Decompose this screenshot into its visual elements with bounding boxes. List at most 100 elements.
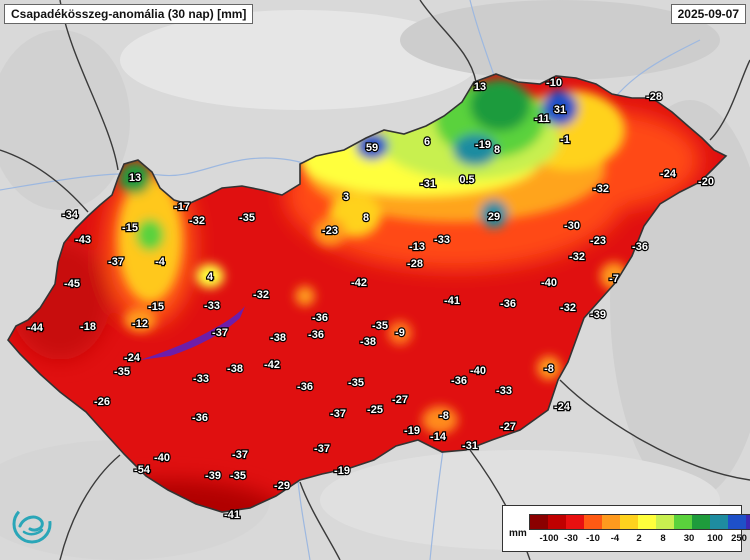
value-label: -12	[132, 318, 148, 330]
value-label: -41	[444, 295, 460, 307]
value-label: -38	[227, 363, 243, 375]
legend-ticks: -100 -30 -10 -4 2 8 30 100 250	[529, 533, 746, 547]
value-label: -28	[407, 258, 423, 270]
legend-swatch	[530, 515, 548, 529]
value-label: -40	[470, 365, 486, 377]
value-label: 13	[474, 81, 486, 93]
value-label: -31	[420, 178, 436, 190]
value-label: -8	[544, 363, 554, 375]
value-label: -35	[230, 470, 246, 482]
value-label: -37	[232, 449, 248, 461]
legend-swatch	[548, 515, 566, 529]
value-label: -45	[64, 278, 80, 290]
value-label: -32	[593, 183, 609, 195]
value-label: -33	[496, 385, 512, 397]
value-label: -33	[193, 373, 209, 385]
value-label: -36	[308, 329, 324, 341]
value-label: -37	[314, 443, 330, 455]
legend-tick-label: 30	[683, 533, 695, 544]
value-label: -42	[351, 277, 367, 289]
value-label: -36	[632, 241, 648, 253]
value-label: 8	[363, 212, 369, 224]
value-label: -28	[646, 91, 662, 103]
legend-swatch	[602, 515, 620, 529]
value-label: -36	[297, 381, 313, 393]
map-date: 2025-09-07	[670, 4, 746, 24]
value-label: -36	[312, 312, 328, 324]
legend-tick-label: 8	[660, 533, 666, 544]
value-label: -37	[108, 256, 124, 268]
value-label: -24	[124, 352, 141, 364]
value-label: -20	[698, 176, 714, 188]
value-label: -9	[395, 327, 405, 339]
value-label: -42	[264, 359, 280, 371]
value-label: -34	[62, 209, 79, 221]
value-label: -27	[500, 421, 516, 433]
value-label: -4	[155, 256, 166, 268]
value-label: -7	[609, 273, 619, 285]
value-label: -36	[451, 375, 467, 387]
value-label: -38	[360, 336, 376, 348]
value-label: -1	[560, 134, 570, 146]
value-label: 31	[554, 104, 566, 116]
map-title: Csapadékösszeg-anomália (30 nap) [mm]	[4, 4, 254, 24]
value-label: -11	[534, 113, 549, 125]
value-label: 3	[343, 191, 349, 203]
value-label: -24	[660, 168, 677, 180]
legend-swatch	[746, 515, 750, 529]
legend-tick-label: -100	[539, 533, 559, 544]
station-values: 13 -17 -34 -15 -32 -35 -43 -37 -4 -45 4 -32 -15 -33 -1…	[26, 76, 715, 522]
value-label: -43	[75, 234, 91, 246]
legend-swatch	[728, 515, 746, 529]
value-label: -32	[253, 289, 269, 301]
value-label: -40	[541, 277, 557, 289]
value-label: -10	[546, 77, 562, 89]
legend-swatch	[620, 515, 638, 529]
value-label: -40	[154, 452, 170, 464]
value-label: -27	[392, 394, 408, 406]
value-label: -39	[205, 470, 221, 482]
legend-unit: mm	[509, 528, 527, 539]
value-label: -15	[122, 222, 138, 234]
legend-swatch	[566, 515, 584, 529]
value-label: -35	[114, 366, 130, 378]
value-label: -31	[462, 440, 478, 452]
value-label: -37	[330, 408, 346, 420]
value-label: -36	[500, 298, 516, 310]
value-label: -36	[192, 412, 208, 424]
value-label: -18	[80, 321, 96, 333]
value-label: -26	[94, 396, 110, 408]
legend-tick-label: 100	[707, 533, 723, 544]
value-label: -15	[148, 301, 164, 313]
value-label: 59	[366, 142, 378, 154]
value-label: -33	[204, 300, 220, 312]
legend-tick-label: -10	[586, 533, 600, 544]
value-label: -37	[212, 327, 228, 339]
value-label: 0.5	[459, 174, 474, 186]
value-label: -35	[372, 320, 388, 332]
value-label: -19	[475, 139, 491, 151]
value-label: 8	[494, 144, 500, 156]
value-label: -19	[334, 465, 350, 477]
value-label: -41	[224, 509, 240, 521]
value-label: -24	[554, 401, 571, 413]
value-label: -32	[569, 251, 585, 263]
legend-swatch	[692, 515, 710, 529]
value-label: -14	[430, 431, 447, 443]
value-label: -39	[590, 309, 606, 321]
legend-tick-label: 2	[636, 533, 642, 544]
legend-swatch	[656, 515, 674, 529]
legend-swatch	[584, 515, 602, 529]
legend-swatch	[710, 515, 728, 529]
color-legend: mm -100 -30 -10 -4 2 8 30 100 250	[502, 505, 750, 552]
value-label: -8	[439, 410, 449, 422]
met-service-logo-icon	[12, 504, 52, 544]
value-label: -38	[270, 332, 286, 344]
value-label: -19	[404, 425, 420, 437]
legend-colorbar	[529, 514, 750, 530]
value-label: -33	[434, 234, 450, 246]
value-label: -32	[560, 302, 576, 314]
value-label: -35	[348, 377, 364, 389]
value-label: -30	[564, 220, 580, 232]
